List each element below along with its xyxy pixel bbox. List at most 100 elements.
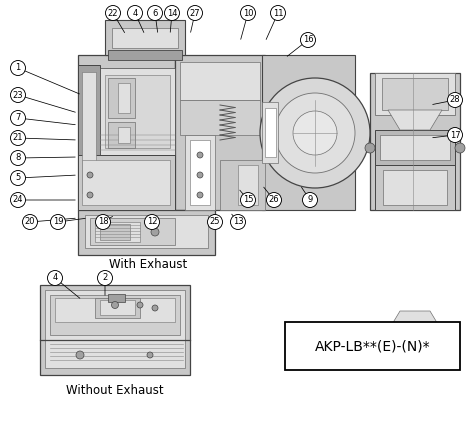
Bar	[238, 165, 258, 205]
Text: With Exhaust: With Exhaust	[109, 258, 187, 272]
Circle shape	[240, 193, 255, 208]
Bar	[95, 222, 140, 242]
Circle shape	[301, 33, 316, 48]
Text: 23: 23	[13, 90, 23, 100]
Text: 9: 9	[307, 195, 313, 205]
Circle shape	[197, 192, 203, 198]
Circle shape	[447, 93, 463, 108]
Text: 27: 27	[190, 8, 201, 18]
Circle shape	[302, 193, 318, 208]
Circle shape	[10, 131, 26, 146]
Circle shape	[10, 111, 26, 126]
Circle shape	[10, 193, 26, 208]
Text: 8: 8	[15, 153, 21, 162]
Bar	[40, 285, 190, 375]
Bar	[220, 160, 265, 210]
Bar	[100, 224, 130, 240]
Text: 6: 6	[152, 8, 158, 18]
Text: 28: 28	[450, 96, 460, 105]
Circle shape	[188, 5, 202, 20]
Bar	[265, 108, 276, 157]
Text: 1: 1	[15, 64, 21, 72]
Bar	[108, 122, 135, 148]
Bar	[82, 160, 170, 205]
Text: 15: 15	[243, 195, 253, 205]
Bar	[112, 28, 178, 48]
Bar	[118, 83, 130, 113]
Bar	[78, 55, 175, 210]
Circle shape	[47, 270, 63, 285]
Bar	[375, 73, 455, 115]
Circle shape	[22, 214, 37, 229]
Bar	[180, 62, 260, 100]
Bar	[100, 300, 135, 315]
Circle shape	[164, 5, 180, 20]
Text: 19: 19	[53, 217, 63, 227]
Text: 5: 5	[15, 173, 21, 183]
Bar	[108, 50, 182, 60]
Circle shape	[95, 214, 110, 229]
Bar	[90, 218, 175, 245]
Circle shape	[447, 127, 463, 142]
Bar	[285, 322, 460, 370]
Text: 2: 2	[102, 273, 108, 283]
Circle shape	[293, 111, 337, 155]
Bar	[185, 135, 215, 210]
Bar	[375, 130, 455, 165]
Circle shape	[455, 143, 465, 153]
Bar	[262, 55, 355, 210]
Bar	[55, 298, 175, 322]
Circle shape	[208, 214, 222, 229]
Text: 14: 14	[167, 8, 177, 18]
Circle shape	[275, 93, 355, 173]
Text: 13: 13	[233, 217, 243, 227]
Circle shape	[137, 302, 143, 308]
Circle shape	[106, 5, 120, 20]
Text: 17: 17	[450, 131, 460, 139]
Text: 11: 11	[273, 8, 283, 18]
Text: 20: 20	[25, 217, 35, 227]
Circle shape	[266, 193, 282, 208]
Bar	[78, 155, 175, 210]
Text: 4: 4	[52, 273, 58, 283]
Circle shape	[10, 60, 26, 75]
Circle shape	[152, 305, 158, 311]
Bar	[85, 215, 208, 248]
Text: 18: 18	[98, 217, 109, 227]
Text: 26: 26	[269, 195, 279, 205]
Bar	[78, 210, 215, 255]
Circle shape	[271, 5, 285, 20]
Circle shape	[240, 5, 255, 20]
Polygon shape	[388, 311, 442, 331]
Circle shape	[10, 150, 26, 165]
Circle shape	[197, 172, 203, 178]
Circle shape	[128, 5, 143, 20]
Circle shape	[87, 172, 93, 178]
Text: 16: 16	[303, 35, 313, 45]
Bar	[118, 127, 130, 143]
Text: 25: 25	[210, 217, 220, 227]
Text: 12: 12	[147, 217, 157, 227]
Circle shape	[147, 352, 153, 358]
Text: 21: 21	[13, 134, 23, 142]
Bar	[180, 100, 260, 135]
Circle shape	[10, 87, 26, 102]
Polygon shape	[388, 110, 442, 130]
Bar	[105, 75, 170, 148]
Bar	[190, 140, 210, 205]
Circle shape	[145, 214, 159, 229]
Bar	[95, 298, 140, 318]
Circle shape	[10, 171, 26, 186]
Bar	[50, 295, 180, 335]
Text: 4: 4	[132, 8, 137, 18]
Circle shape	[87, 192, 93, 198]
Bar	[262, 102, 278, 163]
Bar	[175, 55, 265, 210]
Circle shape	[197, 152, 203, 158]
Bar	[382, 78, 448, 110]
Circle shape	[230, 214, 246, 229]
Text: 10: 10	[243, 8, 253, 18]
Bar	[45, 290, 185, 340]
Circle shape	[111, 302, 118, 309]
Circle shape	[365, 143, 375, 153]
